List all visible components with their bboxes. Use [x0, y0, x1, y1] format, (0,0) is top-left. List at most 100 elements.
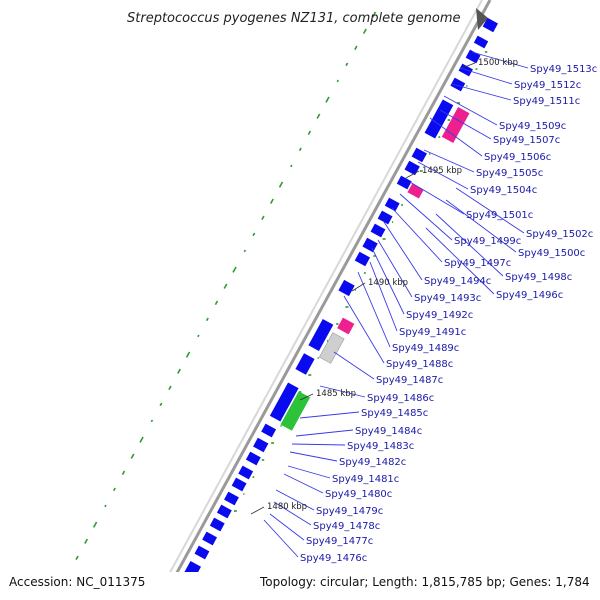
- gc-skew-mark: [205, 317, 209, 322]
- cds-gene-block: [238, 465, 254, 480]
- gc-skew-mark: [307, 130, 312, 135]
- label-leader-line: [455, 187, 525, 234]
- cds-gene-block: [216, 504, 232, 519]
- gc-skew-mark: [139, 436, 144, 443]
- rrna-block: [337, 317, 355, 335]
- gc-skew-mark: [92, 521, 98, 528]
- cds-gene-block: [396, 175, 412, 190]
- gc-skew-mark: [150, 419, 154, 423]
- kbp-tick: [250, 506, 265, 515]
- label-leader-line: [383, 221, 423, 281]
- gc-skew-mark: [354, 45, 358, 50]
- gene-label[interactable]: Spy49_1488c: [386, 359, 453, 370]
- label-leader-line: [289, 451, 338, 462]
- label-leader-line: [291, 443, 346, 446]
- label-leader-line: [369, 261, 398, 332]
- gene-label[interactable]: Spy49_1478c: [313, 521, 380, 532]
- gene-label[interactable]: Spy49_1481c: [332, 474, 399, 485]
- label-leader-line: [425, 227, 495, 295]
- gc-skew-mark: [185, 351, 191, 358]
- label-leader-line: [343, 295, 385, 364]
- gene-label[interactable]: Spy49_1497c: [444, 258, 511, 269]
- gene-label[interactable]: Spy49_1482c: [339, 457, 406, 468]
- label-leader-line: [299, 411, 360, 419]
- gene-label[interactable]: Spy49_1496c: [496, 290, 563, 301]
- label-leader-line: [409, 181, 465, 215]
- rrna-block: [441, 106, 470, 144]
- gc-skew-mark: [197, 334, 200, 338]
- genome-backbone: [154, 0, 492, 600]
- label-leader-line: [333, 351, 375, 380]
- gc-skew-mark: [113, 487, 116, 492]
- gc-skew-mark: [278, 181, 284, 188]
- gene-label[interactable]: Spy49_1489c: [392, 343, 459, 354]
- gene-label[interactable]: Spy49_1485c: [361, 408, 428, 419]
- gene-label[interactable]: Spy49_1512c: [514, 80, 581, 91]
- gene-label[interactable]: Spy49_1493c: [414, 293, 481, 304]
- gc-skew-mark: [345, 62, 349, 67]
- gc-skew-mark: [232, 266, 237, 273]
- label-leader-line: [445, 199, 517, 253]
- cds-gene-block: [338, 279, 355, 297]
- gc-skew-mark: [298, 147, 302, 152]
- kbp-tick-label: 1500 kbp: [478, 58, 518, 68]
- kbp-tick-label: 1485 kbp: [316, 389, 356, 399]
- genome-summary-text: Topology: circular; Length: 1,815,785 bp…: [259, 575, 590, 589]
- gene-label[interactable]: Spy49_1491c: [399, 327, 466, 338]
- gene-label[interactable]: Spy49_1502c: [526, 229, 593, 240]
- kbp-tick: [405, 170, 420, 179]
- gene-label[interactable]: Spy49_1486c: [367, 393, 434, 404]
- cds-gene-block: [404, 160, 420, 176]
- label-leader-line: [295, 429, 354, 437]
- cds-gene-block: [194, 545, 210, 560]
- cds-gene-block: [424, 99, 454, 139]
- kbp-tick: [299, 393, 314, 401]
- gene-label[interactable]: Spy49_1500c: [518, 248, 585, 259]
- gene-label[interactable]: Spy49_1504c: [470, 185, 537, 196]
- gene-label[interactable]: Spy49_1492c: [406, 310, 473, 321]
- gc-skew-mark: [261, 215, 265, 220]
- gene-label[interactable]: Spy49_1501c: [466, 210, 533, 221]
- gene-label-list: Spy49_1513c Spy49_1512c Spy49_1511c Spy49_1…: [300, 64, 597, 564]
- cds-gene-block: [245, 451, 261, 466]
- gene-label[interactable]: Spy49_1511c: [513, 96, 580, 107]
- gc-skew-mark: [130, 453, 135, 459]
- cds-gene-block: [465, 49, 481, 64]
- gene-label[interactable]: Spy49_1498c: [505, 272, 572, 283]
- cds-gene-block: [482, 17, 498, 33]
- gene-label[interactable]: Spy49_1513c: [530, 64, 597, 75]
- gc-skew-mark: [325, 96, 330, 103]
- gene-label[interactable]: Spy49_1499c: [454, 236, 521, 247]
- label-leader-line: [443, 95, 498, 126]
- gc-skew-mark: [214, 300, 219, 305]
- kbp-tick: [461, 62, 476, 69]
- gene-label[interactable]: Spy49_1494c: [424, 276, 491, 287]
- gene-label[interactable]: Spy49_1479c: [316, 506, 383, 517]
- gc-skew-mark: [75, 555, 79, 560]
- accession-text: Accession: NC_011375: [9, 575, 145, 589]
- backbone-inner-line: [154, 0, 483, 600]
- label-leader-line: [429, 117, 483, 157]
- label-leader-line: [269, 513, 305, 541]
- gene-label[interactable]: Spy49_1476c: [300, 553, 367, 564]
- gc-skew-mark: [159, 402, 163, 407]
- gene-label[interactable]: Spy49_1509c: [499, 121, 566, 132]
- gene-label[interactable]: Spy49_1487c: [376, 375, 443, 386]
- gene-label[interactable]: Spy49_1484c: [355, 426, 422, 437]
- gene-label[interactable]: Spy49_1483c: [347, 441, 414, 452]
- label-leader-line: [391, 207, 443, 263]
- other-feature-block: [318, 332, 345, 364]
- cds-gene-block: [202, 531, 218, 546]
- gc-skew-mark: [270, 198, 274, 204]
- gene-label[interactable]: Spy49_1507c: [493, 135, 560, 146]
- kbp-tick-label: 1495 kbp: [422, 166, 462, 176]
- gene-label[interactable]: Spy49_1480c: [325, 489, 392, 500]
- label-leader-line: [417, 161, 469, 190]
- kbp-tick-label: 1490 kbp: [368, 278, 408, 288]
- label-leader-line: [471, 51, 529, 69]
- gene-label[interactable]: Spy49_1506c: [484, 152, 551, 163]
- gene-label[interactable]: Spy49_1505c: [476, 168, 543, 179]
- gc-skew-mark: [121, 470, 126, 475]
- gene-label[interactable]: Spy49_1477c: [306, 536, 373, 547]
